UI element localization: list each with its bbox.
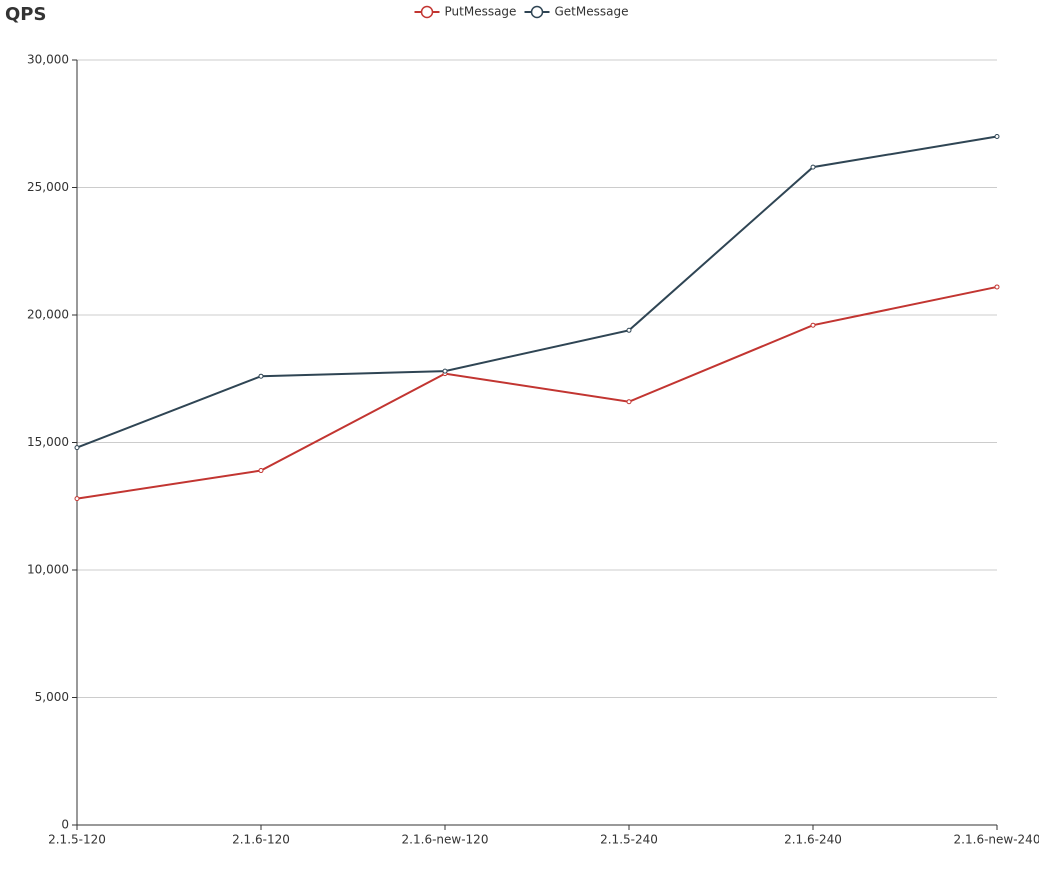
- data-point: [810, 164, 816, 170]
- data-point: [994, 284, 1000, 290]
- x-tick-label: 2.1.6-new-240: [954, 833, 1039, 847]
- y-tick-label: 25,000: [27, 180, 69, 194]
- data-point: [74, 496, 80, 502]
- legend-label[interactable]: PutMessage: [445, 5, 517, 19]
- series-line: [76, 135, 998, 449]
- y-tick-label: 10,000: [27, 563, 69, 577]
- data-point: [626, 399, 632, 405]
- y-tick-label: 0: [61, 818, 69, 832]
- data-point: [258, 373, 264, 379]
- data-point: [258, 468, 264, 474]
- chart-title: QPS: [5, 4, 46, 25]
- y-tick-label: 20,000: [27, 308, 69, 322]
- data-point: [626, 327, 632, 333]
- x-tick-label: 2.1.6-new-120: [402, 833, 489, 847]
- y-tick-label: 15,000: [27, 435, 69, 449]
- y-tick-label: 30,000: [27, 53, 69, 67]
- x-tick-label: 2.1.6-120: [232, 833, 290, 847]
- y-tick-label: 5,000: [35, 690, 69, 704]
- data-point: [442, 368, 448, 374]
- x-tick-label: 2.1.5-240: [600, 833, 658, 847]
- x-tick-label: 2.1.5-120: [48, 833, 106, 847]
- legend-label[interactable]: GetMessage: [555, 5, 629, 19]
- data-point: [810, 322, 816, 328]
- legend-icon[interactable]: [420, 5, 434, 19]
- series-line: [76, 285, 998, 500]
- x-tick-label: 2.1.6-240: [784, 833, 842, 847]
- data-point: [994, 134, 1000, 139]
- legend-icon[interactable]: [530, 5, 544, 19]
- data-point: [74, 445, 80, 451]
